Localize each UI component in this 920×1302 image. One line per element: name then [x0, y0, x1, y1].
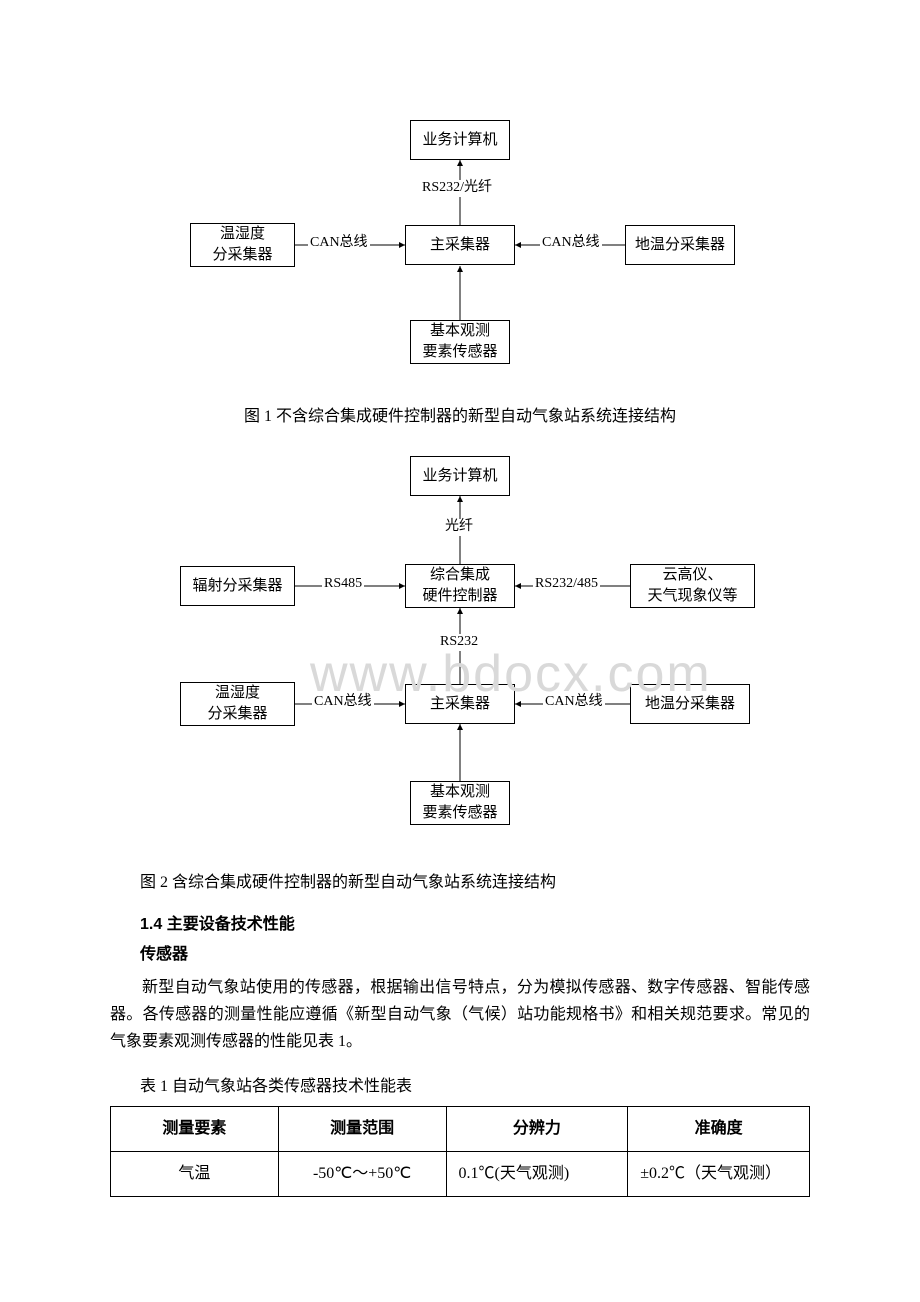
col-measure-element: 测量要素 — [111, 1106, 279, 1151]
cell-range: -50℃～+50℃ — [278, 1151, 446, 1196]
figure-2-caption: 图 2 含综合集成硬件控制器的新型自动气象站系统连接结构 — [110, 868, 810, 892]
figure-1-diagram: 业务计算机 温湿度分采集器 主采集器 地温分采集器 基本观测要素传感器 RS23… — [180, 110, 740, 390]
figure-1-caption: 图 1 不含综合集成硬件控制器的新型自动气象站系统连接结构 — [110, 402, 810, 426]
node-main-collector: 主采集器 — [405, 225, 515, 265]
node-label: 基本观测要素传感器 — [422, 782, 497, 824]
node-temp-humidity-collector: 温湿度分采集器 — [190, 223, 295, 267]
node-label: 云高仪、天气现象仪等 — [647, 565, 737, 607]
sensor-spec-table: 测量要素 测量范围 分辨力 准确度 气温 -50℃～+50℃ 0.1℃(天气观测… — [110, 1106, 810, 1197]
node-basic-sensor: 基本观测要素传感器 — [410, 320, 510, 364]
node-label: 主采集器 — [430, 694, 490, 715]
node-main-collector-2: 主采集器 — [405, 684, 515, 724]
document-page: 业务计算机 温湿度分采集器 主采集器 地温分采集器 基本观测要素传感器 RS23… — [0, 0, 920, 1237]
node-ground-temp-collector-2: 地温分采集器 — [630, 684, 750, 724]
node-ground-temp-collector: 地温分采集器 — [625, 225, 735, 265]
col-resolution: 分辨力 — [446, 1106, 628, 1151]
node-radiation-collector: 辐射分采集器 — [180, 566, 295, 606]
cell-element: 气温 — [111, 1151, 279, 1196]
edge-label-rs232-fiber: RS232/光纤 — [420, 180, 494, 197]
col-accuracy: 准确度 — [628, 1106, 810, 1151]
edge-label-can-left-2: CAN总线 — [312, 694, 374, 711]
node-label: 业务计算机 — [422, 466, 497, 487]
node-label: 综合集成硬件控制器 — [422, 565, 497, 607]
node-label: 辐射分采集器 — [192, 576, 282, 597]
edge-label-fiber: 光纤 — [443, 519, 475, 536]
edge-label-rs232-485: RS232/485 — [533, 576, 600, 593]
table-row: 气温 -50℃～+50℃ 0.1℃(天气观测) ±0.2℃（天气观测） — [111, 1151, 810, 1196]
subheading-sensor: 传感器 — [140, 940, 810, 964]
edge-label-can-right: CAN总线 — [540, 235, 602, 252]
node-ceilometer-etc: 云高仪、天气现象仪等 — [630, 564, 755, 608]
figure-2-diagram: www.bdocx.com 业务计算机 辐射分采集器 综合集成硬件控 — [150, 446, 770, 856]
edge-label-rs232: RS232 — [438, 634, 480, 651]
section-1-4-heading: 1.4 主要设备技术性能 — [140, 910, 810, 934]
node-temp-humidity-collector-2: 温湿度分采集器 — [180, 682, 295, 726]
node-label: 地温分采集器 — [635, 235, 725, 256]
table-header-row: 测量要素 测量范围 分辨力 准确度 — [111, 1106, 810, 1151]
node-integrated-controller: 综合集成硬件控制器 — [405, 564, 515, 608]
col-measure-range: 测量范围 — [278, 1106, 446, 1151]
cell-resolution: 0.1℃(天气观测) — [446, 1151, 628, 1196]
node-label: 主采集器 — [430, 235, 490, 256]
edge-label-can-left: CAN总线 — [308, 235, 370, 252]
paragraph-sensor-desc: 新型自动气象站使用的传感器，根据输出信号特点，分为模拟传感器、数字传感器、智能传… — [110, 974, 810, 1056]
table-1-caption: 表 1 自动气象站各类传感器技术性能表 — [110, 1072, 810, 1096]
node-label: 地温分采集器 — [645, 694, 735, 715]
node-basic-sensor-2: 基本观测要素传感器 — [410, 781, 510, 825]
edge-label-can-right-2: CAN总线 — [543, 694, 605, 711]
node-label: 温湿度分采集器 — [207, 683, 267, 725]
node-label: 基本观测要素传感器 — [422, 321, 497, 363]
node-biz-computer-2: 业务计算机 — [410, 456, 510, 496]
node-label: 温湿度分采集器 — [212, 224, 272, 266]
node-label: 业务计算机 — [422, 130, 497, 151]
cell-accuracy: ±0.2℃（天气观测） — [628, 1151, 810, 1196]
edge-label-rs485: RS485 — [322, 576, 364, 593]
node-biz-computer: 业务计算机 — [410, 120, 510, 160]
